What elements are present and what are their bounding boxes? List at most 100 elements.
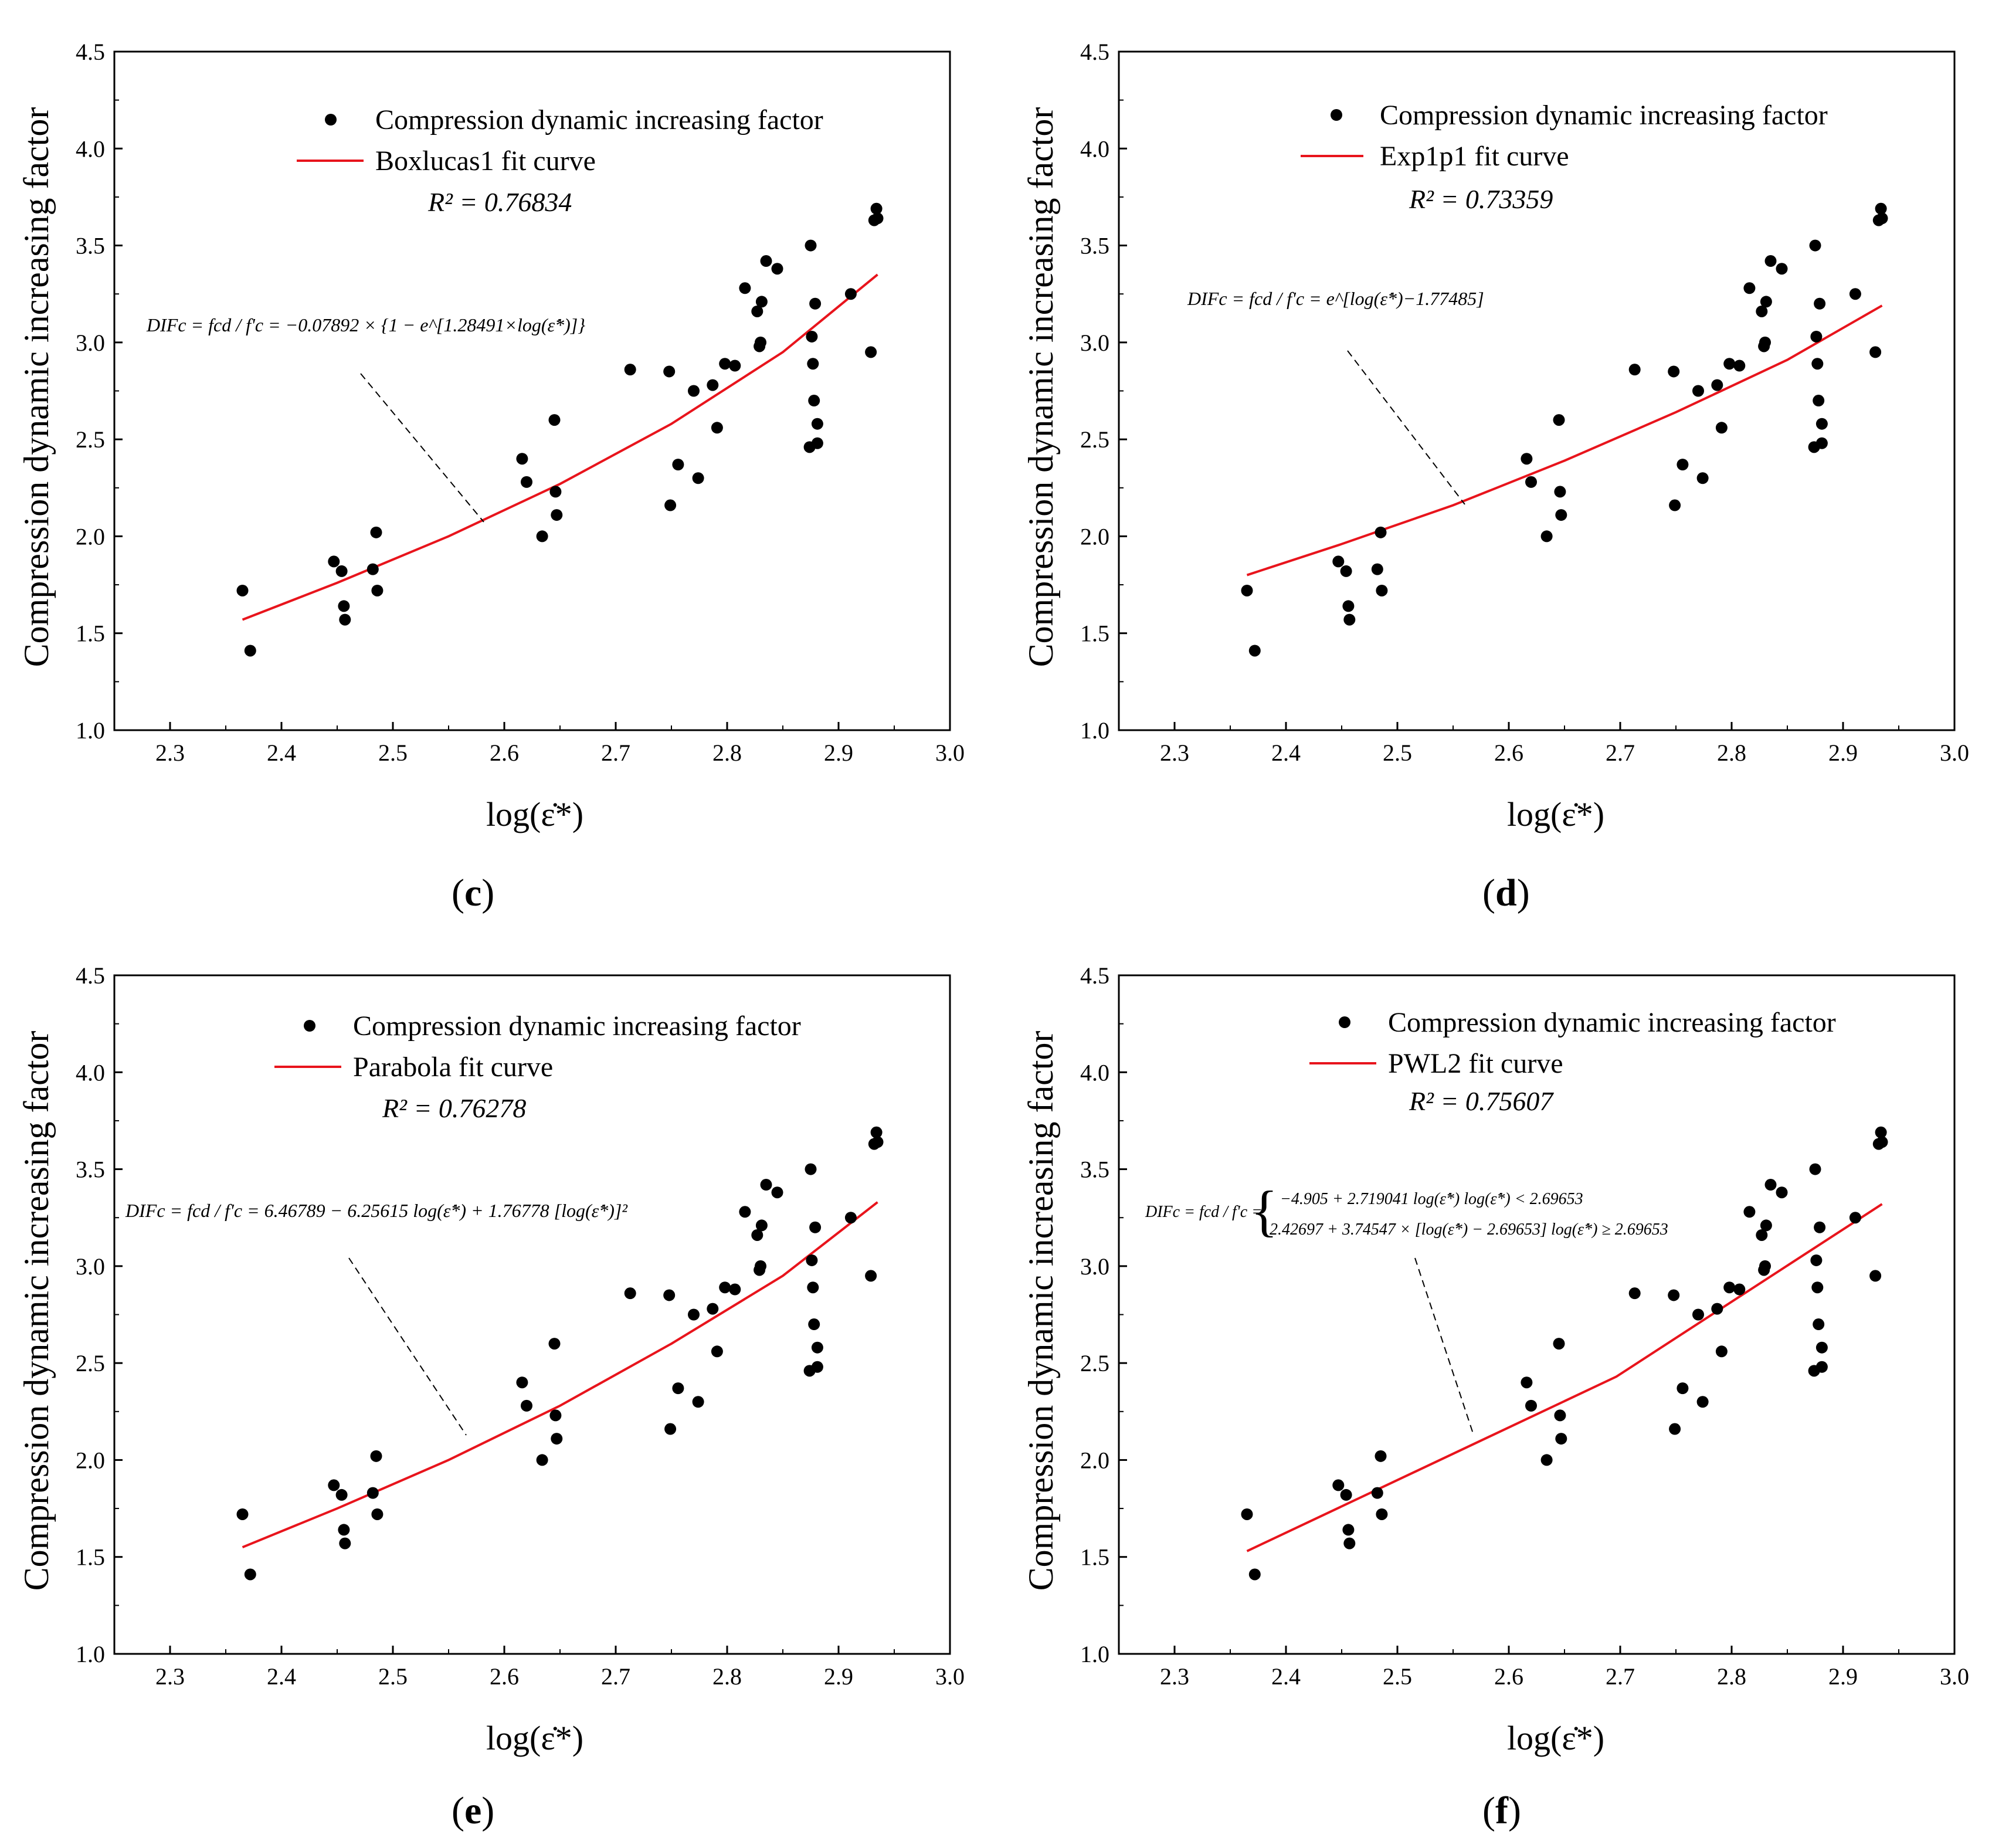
caption-letter: f <box>1495 1789 1508 1832</box>
data-point <box>1554 1409 1566 1422</box>
data-point <box>1692 1308 1704 1321</box>
data-point <box>870 1126 883 1138</box>
data-point <box>865 1270 877 1282</box>
data-point <box>806 1254 818 1266</box>
chart-d: 1.0 1.5 2.0 2.5 3.0 3.5 4.0 4.5 2.3 2.4 2.5 2.6 2.7… <box>1022 39 1969 833</box>
data-point <box>1525 476 1537 488</box>
data-point <box>1756 1229 1768 1241</box>
data-point <box>1809 1163 1821 1175</box>
data-point <box>751 1229 763 1241</box>
data-point <box>664 499 677 511</box>
data-point <box>548 1338 561 1350</box>
data-point <box>760 1179 772 1191</box>
x-tick-label: 2.9 <box>1828 740 1858 766</box>
brace-glyph: { <box>1251 1179 1278 1242</box>
legend-fit-label: Parabola fit curve <box>353 1052 553 1083</box>
data-point <box>871 212 884 225</box>
data-point <box>707 1303 719 1315</box>
y-tick-label: 3.5 <box>1080 1157 1109 1183</box>
data-point <box>244 1568 256 1581</box>
x-axis-label: log(ε̇*) <box>1507 795 1604 833</box>
data-point <box>1669 499 1681 511</box>
data-point <box>1811 1281 1824 1294</box>
data-point <box>366 1487 379 1499</box>
caption-d: (d) <box>1482 871 1530 915</box>
fit-equation-piece-2: 2.42697 + 3.74547 × [log(ε̇*) − 2.69653]… <box>1270 1220 1668 1239</box>
x-tick-label: 2.5 <box>1383 1663 1412 1690</box>
legend-point-marker <box>1339 1016 1350 1028</box>
data-point <box>688 1308 700 1321</box>
data-point <box>1759 1260 1771 1272</box>
y-tick-label: 4.5 <box>1080 39 1109 65</box>
data-point <box>1540 1454 1553 1466</box>
data-point <box>805 1163 817 1175</box>
data-point <box>707 379 719 391</box>
data-point <box>1376 1508 1388 1520</box>
y-axis-label: Compression dynamic increasing factor <box>1022 1031 1060 1591</box>
legend-fit-label: PWL2 fit curve <box>1388 1048 1563 1079</box>
data-point <box>1764 255 1777 267</box>
data-point <box>244 645 256 657</box>
data-point <box>729 360 741 372</box>
x-tick-label: 2.9 <box>824 740 853 766</box>
y-axis-label: Compression dynamic increasing factor <box>17 1031 56 1591</box>
data-point <box>1668 365 1680 378</box>
data-point <box>551 509 563 521</box>
data-point <box>1375 526 1387 538</box>
x-tick-label: 2.7 <box>601 1663 630 1690</box>
data-point <box>1669 1423 1681 1435</box>
data-point <box>536 1454 548 1466</box>
data-point <box>1342 600 1355 612</box>
x-tick-label: 2.4 <box>267 1663 296 1690</box>
data-point <box>1875 202 1887 215</box>
data-point <box>516 1376 528 1389</box>
data-point <box>1814 297 1826 310</box>
caption-open: ( <box>452 872 464 914</box>
data-point <box>1553 1338 1565 1350</box>
caption-letter: e <box>464 1789 482 1832</box>
y-tick-label: 1.0 <box>1080 717 1109 744</box>
y-tick-label: 2.5 <box>1080 426 1109 453</box>
data-point <box>1813 1318 1825 1331</box>
data-point <box>692 472 704 484</box>
data-point <box>548 414 561 426</box>
data-point <box>1715 422 1728 434</box>
x-tick-label: 2.6 <box>490 740 519 766</box>
y-axis-label: Compression dynamic increasing factor <box>17 107 56 667</box>
x-tick-label: 3.0 <box>1940 740 1969 766</box>
data-point <box>1343 613 1356 626</box>
x-tick-label: 2.9 <box>1828 1663 1858 1690</box>
x-tick-label: 2.5 <box>378 1663 408 1690</box>
data-point <box>1677 459 1689 471</box>
x-tick-label: 2.7 <box>601 740 630 766</box>
x-tick-label: 2.5 <box>378 740 408 766</box>
data-point <box>1869 1270 1882 1282</box>
data-point <box>1876 212 1888 225</box>
panel-d: 1.0 1.5 2.0 2.5 3.0 3.5 4.0 4.5 2.3 2.4 2.5 2.6 2.7… <box>1004 0 2009 924</box>
data-point <box>1760 1219 1772 1232</box>
data-point <box>1814 1221 1826 1233</box>
data-point <box>692 1396 704 1408</box>
x-tick-label: 2.9 <box>824 1663 853 1690</box>
data-point <box>1810 330 1823 343</box>
data-point <box>711 422 723 434</box>
chart-c: 1.0 1.5 2.0 2.5 3.0 3.5 4.0 4.5 2.3 2.4 2.5 2.6 2.7… <box>17 39 965 833</box>
data-point <box>521 1399 532 1412</box>
data-point <box>328 555 340 568</box>
y-tick-label: 3.0 <box>1080 330 1109 356</box>
x-axis-label: log(ε̇*) <box>486 1719 583 1757</box>
data-point <box>672 1382 684 1395</box>
x-tick-label: 2.8 <box>1717 1663 1746 1690</box>
data-point <box>811 437 823 449</box>
data-point <box>807 1281 819 1294</box>
y-tick-label: 1.5 <box>1080 620 1109 647</box>
y-tick-label: 3.5 <box>1080 233 1109 259</box>
data-point <box>739 282 751 294</box>
data-point <box>1756 305 1768 317</box>
data-point <box>760 255 772 267</box>
data-point <box>811 418 823 430</box>
y-tick-label: 1.5 <box>76 1544 105 1571</box>
data-point <box>624 364 636 376</box>
data-point <box>1696 1396 1709 1408</box>
equation-leader-line <box>1414 1257 1474 1436</box>
